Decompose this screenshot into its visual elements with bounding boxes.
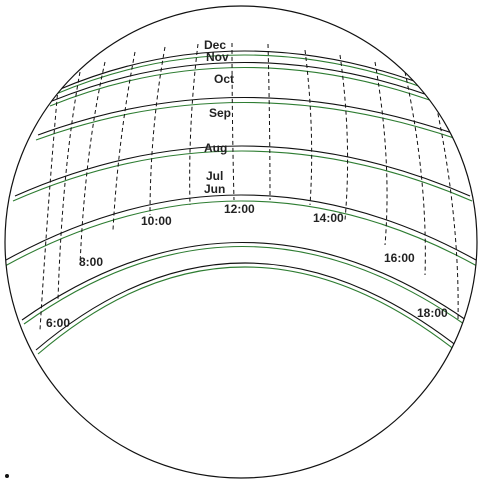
month-line-dec-green — [55, 54, 441, 95]
hour-line-8 — [79, 61, 106, 266]
hour-labels: 6:00 8:00 10:00 12:00 14:00 16:00 18:00 — [46, 202, 448, 330]
hour-line-7 — [57, 71, 81, 301]
month-label-sep: Sep — [209, 106, 231, 120]
month-line-jul — [21, 242, 467, 321]
hour-line-17 — [404, 71, 426, 276]
hour-label-6: 6:00 — [46, 316, 70, 330]
month-line-dec — [57, 50, 439, 91]
hour-label-16: 16:00 — [384, 251, 415, 265]
month-label-jul: Jul — [206, 169, 223, 183]
month-label-oct: Oct — [214, 72, 234, 86]
month-label-nov: Nov — [206, 50, 229, 64]
month-line-jun — [35, 262, 463, 351]
hour-line-16 — [374, 61, 388, 246]
hour-line-12 — [231, 42, 235, 201]
hour-line-14 — [304, 49, 313, 206]
month-line-nov-green — [49, 67, 447, 107]
hour-lines — [39, 42, 459, 331]
hour-line-13 — [267, 43, 271, 201]
month-line-sep-green — [12, 150, 473, 202]
month-lines — [5, 50, 477, 355]
month-line-nov — [51, 62, 445, 102]
hour-line-9 — [112, 51, 136, 231]
hour-label-14: 14:00 — [313, 211, 344, 225]
hour-line-18 — [431, 85, 459, 321]
hour-label-10: 10:00 — [141, 214, 172, 228]
hour-line-11 — [189, 43, 199, 206]
sky-dome-outline — [4, 5, 478, 479]
month-label-dec: Dec — [204, 38, 226, 52]
hour-line-6 — [39, 87, 59, 331]
hour-line-10 — [149, 46, 166, 216]
hour-label-8: 8:00 — [79, 255, 103, 269]
hour-label-18: 18:00 — [417, 306, 448, 320]
month-line-aug — [5, 194, 477, 261]
month-label-jun: Jun — [204, 182, 225, 196]
month-line-jun-green — [37, 266, 461, 355]
corner-dot — [5, 474, 9, 478]
month-line-oct — [37, 97, 459, 136]
month-labels: Dec Nov Oct Sep Aug Jul Jun — [204, 38, 234, 196]
month-label-aug: Aug — [204, 141, 227, 155]
month-line-aug-green — [5, 200, 477, 267]
hour-label-12: 12:00 — [224, 202, 255, 216]
month-line-jul-green — [23, 246, 465, 325]
month-line-sep — [14, 145, 471, 197]
hour-line-15 — [339, 54, 349, 221]
month-line-oct-green — [35, 101, 461, 141]
